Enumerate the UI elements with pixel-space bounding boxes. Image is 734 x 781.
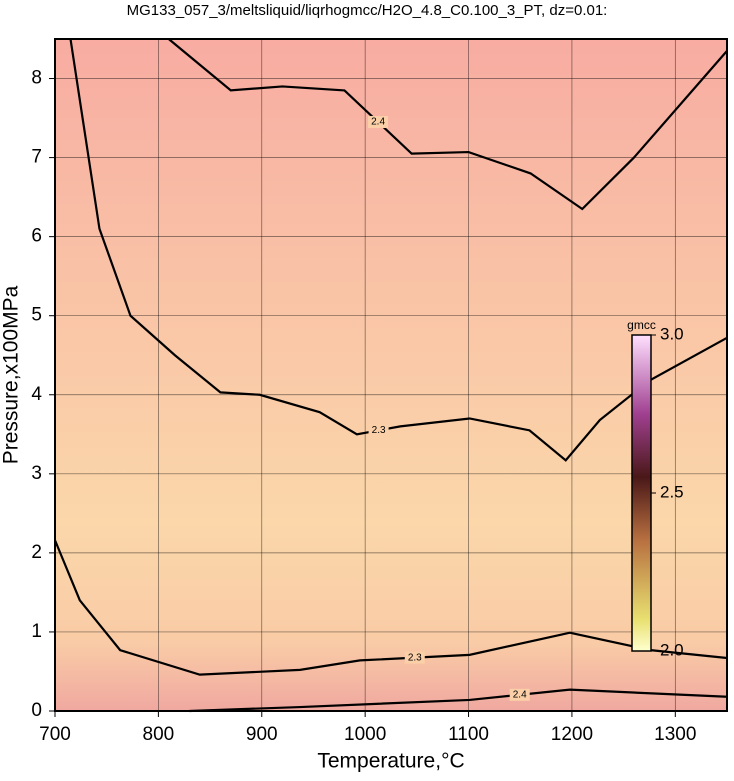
y-tick-label: 0 bbox=[31, 700, 42, 721]
contour-line bbox=[189, 688, 728, 713]
x-tick-label: 800 bbox=[143, 724, 175, 745]
y-tick-label: 2 bbox=[31, 542, 42, 563]
x-tick-label: 700 bbox=[39, 724, 71, 745]
y-tick-label: 1 bbox=[31, 621, 42, 642]
y-tick-label: 5 bbox=[31, 305, 42, 326]
contour-line bbox=[168, 38, 728, 211]
x-tick-label: 1100 bbox=[448, 724, 489, 745]
x-tick-label: 900 bbox=[246, 724, 278, 745]
colorbar bbox=[631, 334, 652, 652]
y-tick-label: 4 bbox=[31, 384, 42, 405]
contour-line bbox=[53, 539, 728, 676]
contour-label-bg bbox=[368, 424, 389, 437]
x-tick-label: 1000 bbox=[344, 724, 386, 745]
chart-title: MG133_057_3/meltsliquid/liqrhogmcc/H2O_4… bbox=[127, 2, 608, 19]
y-tick-label: 8 bbox=[31, 68, 42, 89]
contour-line bbox=[69, 38, 728, 462]
contour-label-bg bbox=[509, 688, 530, 701]
plot-frame bbox=[54, 38, 728, 712]
contour-label: 2.4 bbox=[513, 689, 527, 700]
y-tick-label: 3 bbox=[31, 463, 42, 484]
contour-label: 2.4 bbox=[371, 117, 385, 128]
x-tick-label: 1200 bbox=[551, 724, 593, 745]
contour-label-bg bbox=[404, 651, 425, 664]
contour-label: 2.3 bbox=[408, 652, 422, 663]
colorbar-tick-label: 2.5 bbox=[660, 482, 684, 501]
colorbar-tick-label: 2.0 bbox=[660, 640, 684, 659]
y-axis-label: Pressure,x100MPa bbox=[0, 285, 23, 464]
y-tick-label: 6 bbox=[31, 226, 42, 247]
plot-layer: 2.4 2.3 2.3 2.4 bbox=[53, 38, 728, 713]
plot-background bbox=[55, 39, 727, 711]
y-tick-label: 7 bbox=[31, 147, 42, 168]
colorbar-tick-label: 3.0 bbox=[660, 324, 684, 343]
x-tick-label: 1300 bbox=[654, 724, 696, 745]
colorbar-label: gmcc bbox=[627, 318, 656, 332]
contour-label: 2.3 bbox=[372, 425, 386, 436]
x-axis-label: Temperature,°C bbox=[317, 750, 464, 773]
contour-label-bg bbox=[368, 116, 389, 129]
